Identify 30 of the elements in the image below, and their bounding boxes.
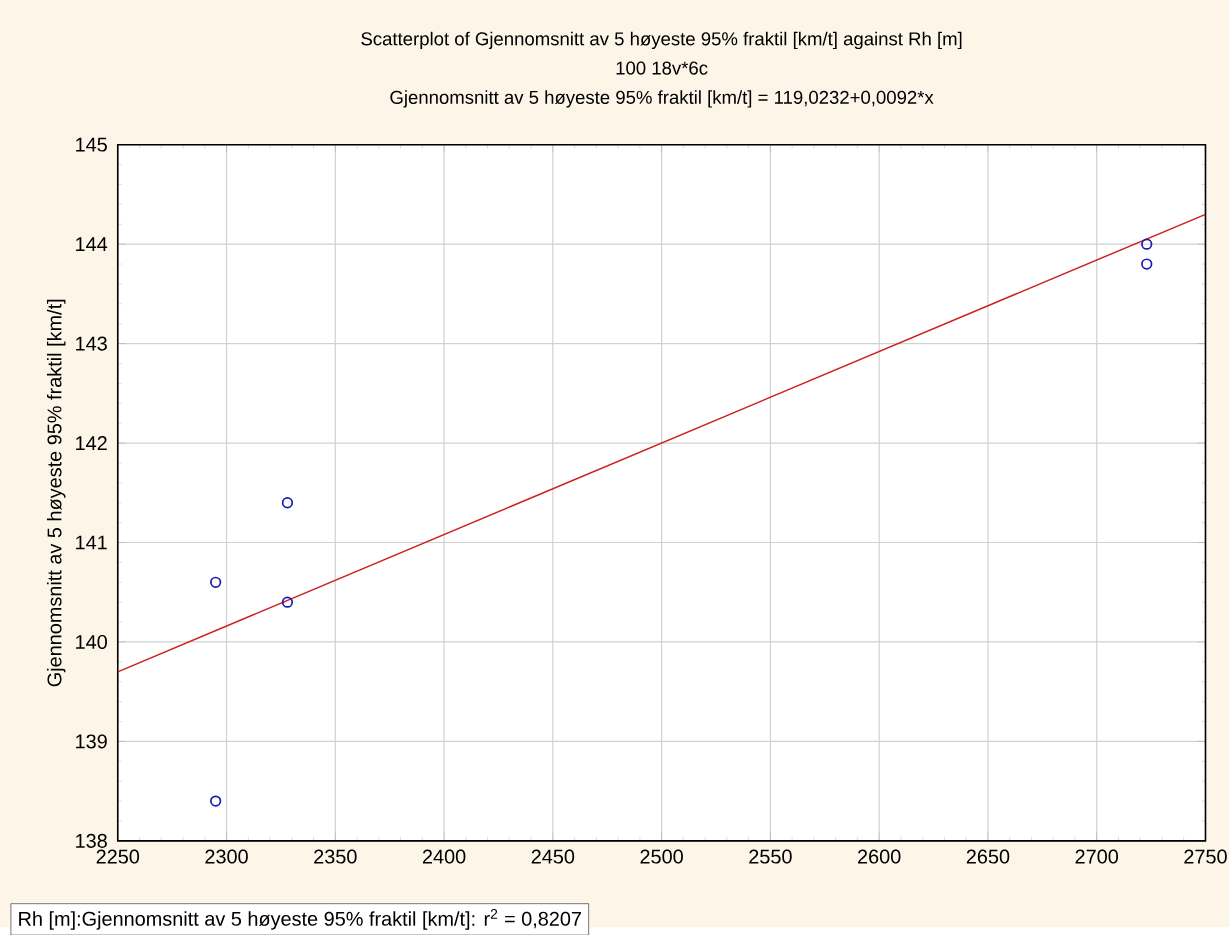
x-tick-label: 2500 bbox=[640, 849, 683, 864]
y-tick-label: 145 bbox=[76, 137, 107, 152]
y-tick-label: 139 bbox=[76, 734, 107, 749]
text: Gjennomsnitt av 5 høyeste 95% fraktil [km/t] = 119,0232+0,0092*x bbox=[390, 90, 934, 108]
x-tick-label: 2750 bbox=[1184, 849, 1227, 864]
point bbox=[281, 496, 294, 509]
chart-title: Scatterplot of Gjennomsnitt av 5 høyeste 95% fraktil [km/t] against Rh [m] bbox=[361, 31, 962, 49]
x-tick-label: 2250 bbox=[96, 849, 140, 864]
x-tick-label: 2450 bbox=[531, 849, 575, 864]
point bbox=[1141, 258, 1153, 270]
x-tick-label: 2350 bbox=[314, 849, 357, 864]
chart-subtitle: 100 18v*6c bbox=[616, 61, 708, 75]
y-tick-label: 144 bbox=[76, 237, 108, 251]
y-tick-label: 143 bbox=[76, 336, 107, 351]
point bbox=[210, 795, 222, 807]
x-tick-label: 2650 bbox=[966, 849, 1010, 864]
y-tick-label: 140 bbox=[76, 634, 107, 649]
point bbox=[281, 596, 294, 608]
x-tick-label: 2600 bbox=[858, 849, 901, 864]
point bbox=[210, 576, 222, 588]
y-tick-label: 142 bbox=[76, 435, 107, 450]
x-tick-label: 2550 bbox=[749, 849, 792, 864]
y-tick-label: 138 bbox=[76, 833, 107, 848]
y-tick-label: 141 bbox=[76, 535, 107, 550]
x-tick-label: 2400 bbox=[422, 849, 466, 864]
x-tick-label: 2700 bbox=[1075, 849, 1119, 864]
y-axis-title: Gjennomsnitt av 5 høyeste 95% fraktil [km/t] bbox=[46, 299, 66, 687]
text: Rh [m]:Gjennomsnitt av 5 høyeste 95% fraktil [km/t]: r$^{2}$ = 0,8207 bbox=[19, 908, 581, 930]
x-tick-label: 2300 bbox=[205, 849, 248, 864]
point bbox=[1141, 238, 1153, 250]
